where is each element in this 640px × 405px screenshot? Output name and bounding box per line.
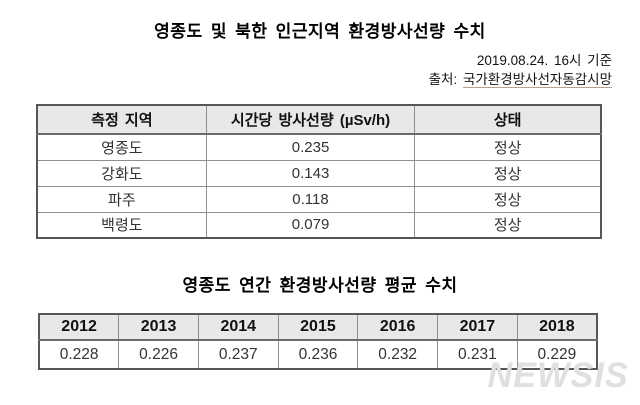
meta-block: 2019.08.24. 16시 기준 출처: 국가환경방사선자동감시망 <box>429 51 612 89</box>
source-label: 출처: <box>428 72 458 87</box>
region-cell: 강화도 <box>36 159 207 187</box>
timestamp-caption: 2019.08.24. 16시 기준 <box>476 53 612 68</box>
annual-table-value-row: 0.228 0.226 0.237 0.236 0.232 0.231 0.22… <box>38 339 598 370</box>
status-cell: 정상 <box>414 185 602 213</box>
annual-section-title: 영종도 연간 환경방사선량 평균 수치 <box>182 276 458 295</box>
table-row: 파주 0.118 정상 <box>36 185 602 213</box>
annual-value-cell: 0.229 <box>516 339 598 370</box>
year-header-cell: 2017 <box>437 313 518 341</box>
region-cell: 영종도 <box>36 133 207 161</box>
region-cell: 백령도 <box>36 211 207 239</box>
dose-cell: 0.079 <box>205 211 416 239</box>
source-caption: 출처: 국가환경방사선자동감시망 <box>429 70 612 89</box>
column-header-status: 상태 <box>414 104 602 135</box>
status-cell: 정상 <box>414 159 602 187</box>
status-cell: 정상 <box>414 133 602 161</box>
year-header-cell: 2016 <box>357 313 439 341</box>
year-header-cell: 2014 <box>197 313 279 341</box>
year-header-cell: 2012 <box>38 313 120 341</box>
source-name: 국가환경방사선자동감시망 <box>462 72 612 88</box>
annual-value-cell: 0.236 <box>277 339 359 370</box>
column-header-region: 측정 지역 <box>36 104 207 135</box>
annual-value-cell: 0.232 <box>357 339 439 370</box>
status-cell: 정상 <box>414 211 602 239</box>
annual-value-cell: 0.231 <box>437 339 518 370</box>
annual-value-cell: 0.228 <box>38 339 120 370</box>
dose-cell: 0.143 <box>205 159 416 187</box>
annual-average-table: 2012 2013 2014 2015 2016 2017 2018 0.228… <box>38 313 598 370</box>
table-row: 영종도 0.235 정상 <box>36 133 602 161</box>
page-title: 영종도 및 북한 인근지역 환경방사선량 수치 <box>154 22 486 41</box>
dose-cell: 0.118 <box>205 185 416 213</box>
table-row: 백령도 0.079 정상 <box>36 211 602 239</box>
year-header-cell: 2013 <box>118 313 199 341</box>
radiation-table: 측정 지역 시간당 방사선량 (µSv/h) 상태 영종도 0.235 정상 강… <box>36 104 602 239</box>
column-header-dose: 시간당 방사선량 (µSv/h) <box>205 104 416 135</box>
radiation-table-header-row: 측정 지역 시간당 방사선량 (µSv/h) 상태 <box>36 104 602 135</box>
newsis-watermark: NEWSIS <box>487 356 629 395</box>
year-header-cell: 2015 <box>277 313 359 341</box>
region-cell: 파주 <box>36 185 207 213</box>
annual-value-cell: 0.237 <box>197 339 279 370</box>
year-header-cell: 2018 <box>516 313 598 341</box>
dose-cell: 0.235 <box>205 133 416 161</box>
table-row: 강화도 0.143 정상 <box>36 159 602 187</box>
annual-value-cell: 0.226 <box>118 339 199 370</box>
annual-table-header-row: 2012 2013 2014 2015 2016 2017 2018 <box>38 313 598 341</box>
